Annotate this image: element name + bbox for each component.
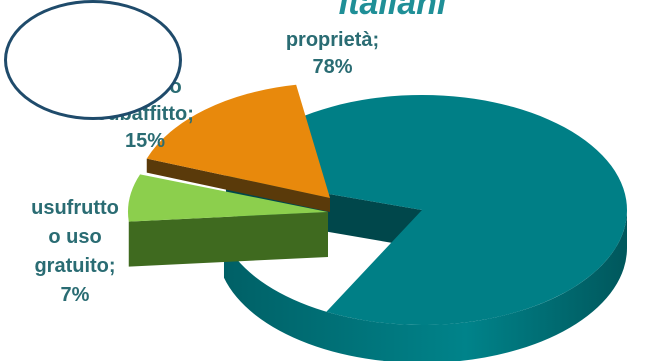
label-usufrutto-line2: o uso (48, 226, 102, 248)
label-proprieta-value: 78% (312, 56, 353, 78)
slice-usufrutto-side (128, 212, 328, 267)
slice-proprieta-side (223, 210, 627, 361)
label-usufrutto-value: 7% (60, 284, 90, 306)
label-proprieta-callout: proprietà; 78% (0, 0, 379, 120)
label-proprieta: proprietà; 78% (0, 27, 665, 81)
label-affitto-value: 15% (124, 130, 166, 152)
slice-proprieta (225, 94, 627, 325)
label-usufrutto-line1: usufrutto (31, 197, 119, 219)
label-usufrutto: usufrutto o uso gratuito; 7% (0, 194, 150, 310)
slice-usufrutto (128, 174, 328, 222)
label-usufrutto-line3: gratuito; (34, 255, 116, 277)
slice-affitto-side (146, 158, 330, 212)
slice-affitto (146, 84, 330, 198)
chart-title: Italiani (338, 0, 447, 22)
label-proprieta-line1: proprietà; (285, 29, 380, 51)
callout-ellipse (4, 0, 182, 120)
